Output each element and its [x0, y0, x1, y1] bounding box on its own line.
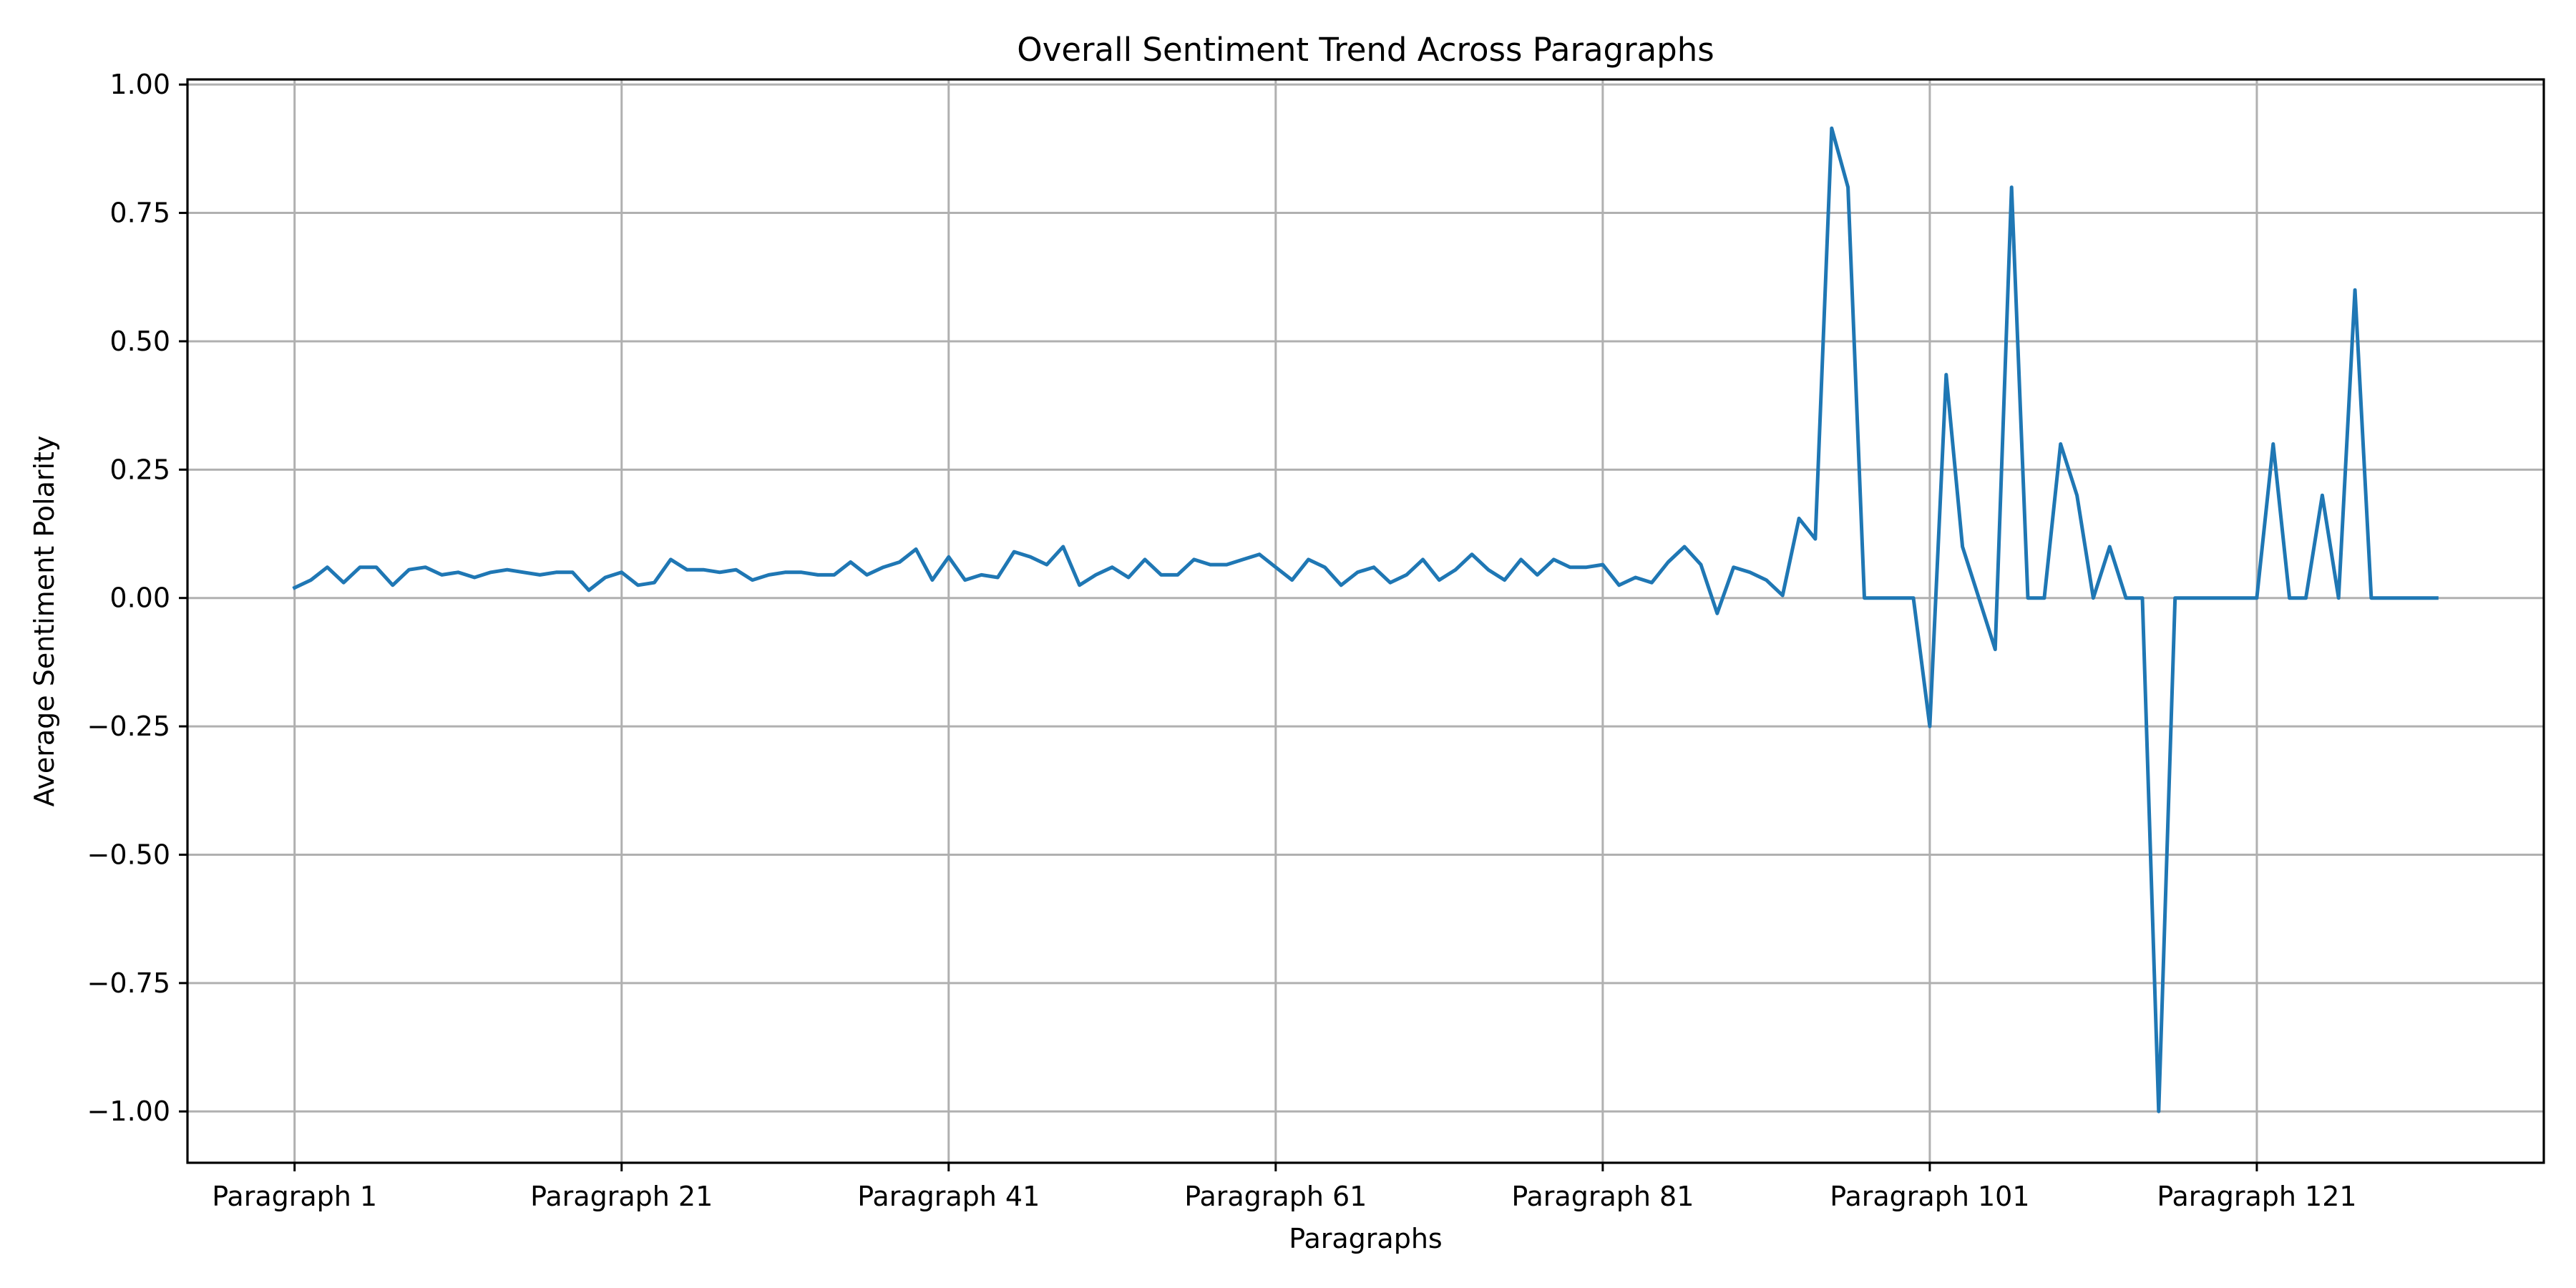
x-tick-label: Paragraph 61	[1184, 1181, 1367, 1212]
y-tick-label: 1.00	[109, 69, 170, 100]
x-tick-label: Paragraph 101	[1830, 1181, 2029, 1212]
plot-frame	[186, 78, 2545, 1164]
chart-title: Overall Sentiment Trend Across Paragraph…	[1017, 31, 1714, 69]
grid-lines	[187, 79, 2544, 1163]
x-tick-label: Paragraph 1	[212, 1181, 377, 1212]
y-tick-label: −1.00	[87, 1096, 170, 1127]
y-tick-label: 0.75	[109, 197, 170, 229]
y-tick-label: 0.25	[109, 454, 170, 485]
x-axis-label: Paragraphs	[1289, 1223, 1442, 1254]
x-tick-label: Paragraph 41	[857, 1181, 1040, 1212]
y-tick-label: −0.50	[87, 839, 170, 870]
y-tick-label: 0.50	[109, 326, 170, 357]
x-tick-label: Paragraph 121	[2157, 1181, 2356, 1212]
x-tick-label: Paragraph 21	[530, 1181, 713, 1212]
y-axis-ticks: 1.00 0.75 0.50 0.25 0.00 −0.25 −0.50 −0.75 −1.00	[87, 69, 187, 1127]
series-line	[292, 126, 2439, 1113]
y-tick-label: 0.00	[109, 582, 170, 614]
y-axis-label: Average Sentiment Polarity	[29, 436, 60, 807]
y-tick-label: −0.75	[87, 967, 170, 999]
x-tick-label: Paragraph 81	[1511, 1181, 1694, 1212]
x-axis-ticks: Paragraph 1 Paragraph 21 Paragraph 41 Parag…	[212, 1163, 2357, 1212]
y-tick-label: −0.25	[87, 711, 170, 742]
series-line-layer	[292, 126, 2439, 1113]
